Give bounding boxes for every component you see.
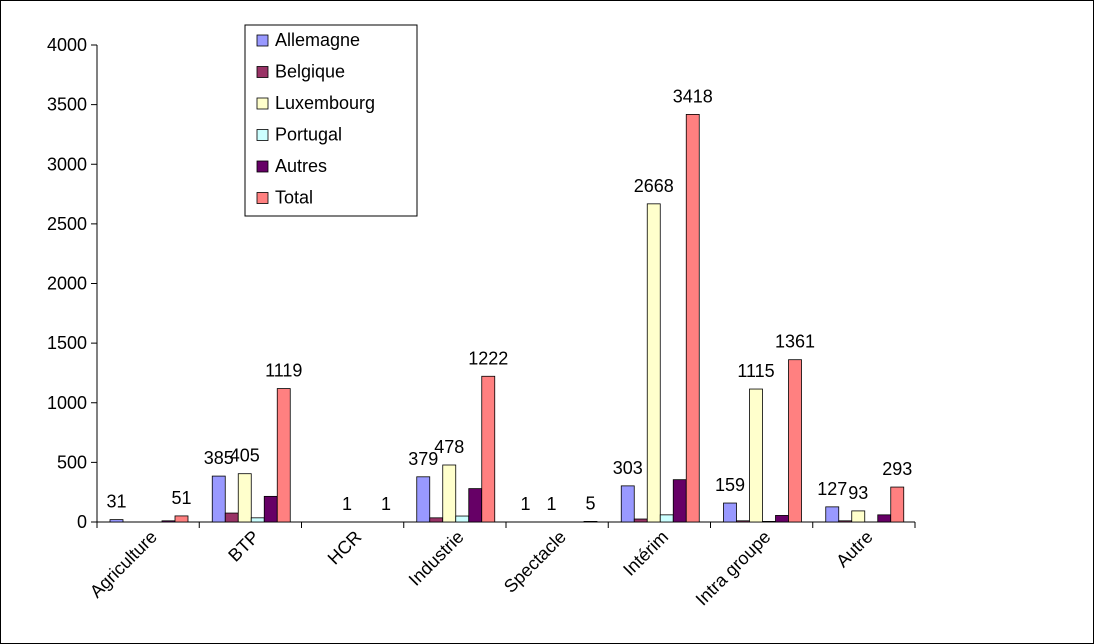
data-label: 1222 xyxy=(468,348,508,368)
data-label: 159 xyxy=(715,475,745,495)
data-label: 1361 xyxy=(775,332,815,352)
bar-autres-6 xyxy=(775,515,789,523)
x-tick-label: Intra groupe xyxy=(692,527,775,610)
bar-belgique-5 xyxy=(633,518,648,523)
data-label: 1 xyxy=(381,494,391,514)
bar-portugal-6 xyxy=(762,521,776,523)
bar-allemagne-1 xyxy=(211,475,226,523)
data-label: 385 xyxy=(204,448,234,468)
data-label: 1 xyxy=(342,494,352,514)
data-label: 2668 xyxy=(634,176,674,196)
x-tick-label: Industrie xyxy=(405,527,468,590)
x-tick-label: Agriculture xyxy=(86,527,161,602)
bar-total-4 xyxy=(583,521,598,523)
data-label: 3418 xyxy=(673,86,713,106)
bar-allemagne-6 xyxy=(723,502,737,523)
bar-allemagne-7 xyxy=(825,506,840,523)
axes: 0 500 1000 1500 2000 2500 3000 3500 4000 Agricult… xyxy=(47,35,916,610)
bar-allemagne-0 xyxy=(109,519,124,523)
legend-swatch-total xyxy=(256,192,269,204)
legend-label-total: Total xyxy=(275,188,313,208)
bar-portugal-3 xyxy=(455,515,470,523)
bar-belgique-6 xyxy=(736,520,750,523)
y-tick-label: 2500 xyxy=(47,214,87,234)
data-label: 1 xyxy=(546,494,556,514)
bar-autres-5 xyxy=(672,479,687,523)
bar-belgique-7 xyxy=(838,520,853,523)
y-tick-label: 3000 xyxy=(47,154,87,174)
bar-total-0 xyxy=(174,515,189,523)
bar-autres-1 xyxy=(263,495,278,523)
bar-total-6 xyxy=(788,359,802,523)
y-tick-label: 2000 xyxy=(47,274,87,294)
data-label: 93 xyxy=(848,483,868,503)
bar-autres-0 xyxy=(161,520,176,523)
bar-allemagne-5 xyxy=(620,485,635,523)
data-label: 51 xyxy=(171,488,191,508)
y-tick-label: 1500 xyxy=(47,333,87,353)
bar-total-5 xyxy=(685,114,700,523)
data-label: 31 xyxy=(106,492,126,512)
y-tick-label: 3500 xyxy=(47,95,87,115)
x-tick-label: Intérim xyxy=(619,527,672,580)
bars xyxy=(109,114,905,523)
legend-swatch-allemagne xyxy=(256,34,269,47)
bar-luxembourg-3 xyxy=(442,464,457,523)
bar-luxembourg-6 xyxy=(749,388,763,523)
bar-autres-7 xyxy=(877,514,892,523)
y-tick-label: 4000 xyxy=(47,35,87,55)
legend: Allemagne Belgique Luxembourg Portugal Autre… xyxy=(244,24,418,217)
bar-autres-3 xyxy=(468,488,483,523)
y-tick-label: 500 xyxy=(57,452,87,472)
data-label: 127 xyxy=(817,479,847,499)
legend-label-autres: Autres xyxy=(275,156,327,176)
data-label: 293 xyxy=(882,459,912,479)
legend-label-portugal: Portugal xyxy=(275,125,342,145)
legend-label-allemagne: Allemagne xyxy=(275,30,360,50)
legend-swatch-autres xyxy=(256,160,269,173)
legend-box xyxy=(244,24,418,217)
bar-total-7 xyxy=(890,486,905,523)
bar-luxembourg-7 xyxy=(851,510,866,523)
y-tick-label: 1000 xyxy=(47,393,87,413)
x-tick-label: Autre xyxy=(832,527,877,572)
bar-portugal-1 xyxy=(250,517,265,523)
data-label: 379 xyxy=(408,449,438,469)
data-label: 303 xyxy=(613,458,643,478)
data-label: 1 xyxy=(520,494,530,514)
bar-belgique-1 xyxy=(224,512,239,523)
legend-label-luxembourg: Luxembourg xyxy=(275,93,375,113)
bar-allemagne-3 xyxy=(416,476,431,523)
x-tick-label: HCR xyxy=(324,527,366,569)
bar-luxembourg-1 xyxy=(237,473,252,523)
y-tick-label: 0 xyxy=(77,512,87,532)
bar-total-3 xyxy=(481,375,496,523)
legend-swatch-portugal xyxy=(256,129,269,141)
bar-portugal-5 xyxy=(659,514,674,523)
legend-label-belgique: Belgique xyxy=(275,62,345,82)
legend-swatch-belgique xyxy=(256,66,269,78)
legend-swatch-luxembourg xyxy=(256,97,269,110)
x-tick-label: Spectacle xyxy=(500,527,570,597)
bar-luxembourg-5 xyxy=(646,203,661,523)
data-label: 478 xyxy=(434,437,464,457)
data-label: 405 xyxy=(230,446,260,466)
data-label: 1115 xyxy=(737,361,774,381)
bar-total-1 xyxy=(276,388,291,523)
data-label: 1119 xyxy=(265,361,302,381)
bar-belgique-3 xyxy=(429,517,444,523)
data-label: 5 xyxy=(585,493,595,513)
x-tick-label: BTP xyxy=(224,527,263,566)
